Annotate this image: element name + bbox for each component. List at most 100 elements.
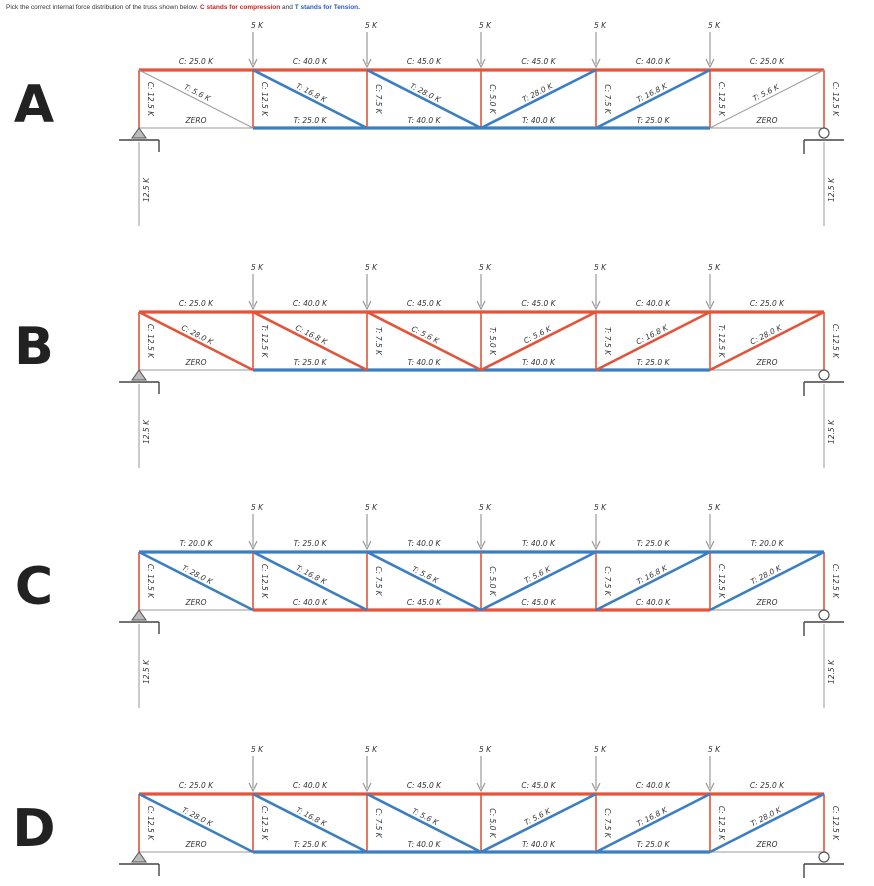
vertical-label: C: 12.5 K <box>146 324 155 359</box>
load-arrowhead <box>591 300 601 311</box>
load-arrowhead <box>362 58 372 69</box>
load-arrowhead <box>248 300 258 311</box>
load-label: 5 K <box>479 263 492 272</box>
load-label: 5 K <box>479 21 492 30</box>
top-chord-label: C: 25.0 K <box>750 299 785 308</box>
top-chord-label: C: 40.0 K <box>636 781 671 790</box>
bottom-chord-label: C: 40.0 K <box>636 598 671 607</box>
load-arrowhead <box>362 782 372 793</box>
diagonal-member <box>252 68 368 130</box>
bottom-chord-label: ZERO <box>756 358 778 367</box>
vertical-label: C: 12.5 K <box>146 806 155 841</box>
diagonal-member <box>366 792 482 854</box>
load-label: 5 K <box>594 503 607 512</box>
top-chord-label: T: 40.0 K <box>522 539 556 548</box>
diagonal-member <box>138 69 254 129</box>
load-arrowhead <box>591 540 601 551</box>
options-layer: A C: 25.0 K C: 40.0 K C: 45.0 K C: 45.0 K C: … <box>12 21 844 878</box>
option-letter: D <box>12 799 55 859</box>
bottom-chord-label: C: 45.0 K <box>521 598 556 607</box>
roller-support <box>818 127 830 139</box>
truss-option-d: D C: 25.0 K C: 40.0 K C: 45.0 K C: 45.0 K C: … <box>12 745 844 878</box>
bottom-chord-label: T: 25.0 K <box>294 116 328 125</box>
reaction-right-label: 12.5 K <box>827 177 836 202</box>
diagonal-member <box>252 550 368 612</box>
top-chord-label: C: 40.0 K <box>636 57 671 66</box>
reaction-left-label: 12.5 K <box>142 659 151 684</box>
diagonal-member <box>138 310 254 372</box>
diagonal-member <box>595 792 711 854</box>
diagonal-member <box>138 550 254 612</box>
load-arrowhead <box>705 782 715 793</box>
vertical-label: C: 12.5 K <box>146 82 155 117</box>
load-label: 5 K <box>251 21 264 30</box>
top-chord-label: C: 45.0 K <box>521 57 556 66</box>
load-label: 5 K <box>708 503 721 512</box>
load-label: 5 K <box>708 745 721 754</box>
load-label: 5 K <box>479 745 492 754</box>
option-letter: C <box>15 557 53 617</box>
vertical-label: C: 7.5 K <box>603 84 612 114</box>
load-label: 5 K <box>365 745 378 754</box>
top-chord-label: C: 25.0 K <box>179 299 214 308</box>
diagonal-member <box>595 550 711 612</box>
reaction-right-label: 12.5 K <box>827 659 836 684</box>
top-chord-label: T: 25.0 K <box>294 539 328 548</box>
option-letter: A <box>14 75 54 135</box>
bottom-chord-label: ZERO <box>185 358 207 367</box>
pin-support <box>131 369 147 381</box>
vertical-label: T: 5.0 K <box>488 327 497 356</box>
load-arrowhead <box>591 58 601 69</box>
question-text: Pick the correct internal force distribu… <box>6 4 360 11</box>
diagonal-member <box>709 792 825 854</box>
top-chord-label: C: 45.0 K <box>521 299 556 308</box>
bottom-chord-label: T: 25.0 K <box>637 358 671 367</box>
bottom-chord-label: C: 45.0 K <box>407 598 442 607</box>
load-arrowhead <box>591 782 601 793</box>
top-chord-label: C: 25.0 K <box>179 57 214 66</box>
bottom-chord-label: T: 40.0 K <box>408 840 442 849</box>
diagonal-label: T: 5.6 K <box>751 82 781 103</box>
load-label: 5 K <box>594 21 607 30</box>
vertical-label: C: 12.5 K <box>831 82 840 117</box>
vertical-label: T: 12.5 K <box>717 325 726 359</box>
question-prefix: Pick the correct internal force distribu… <box>6 4 199 11</box>
top-chord-label: T: 40.0 K <box>408 539 442 548</box>
top-chord-label: T: 20.0 K <box>180 539 214 548</box>
bottom-chord-label: T: 40.0 K <box>522 840 556 849</box>
top-chord-label: C: 40.0 K <box>636 299 671 308</box>
load-label: 5 K <box>708 21 721 30</box>
bottom-chord-label: ZERO <box>756 116 778 125</box>
bottom-chord-label: T: 40.0 K <box>408 358 442 367</box>
bottom-chord-label: T: 40.0 K <box>522 358 556 367</box>
vertical-label: C: 12.5 K <box>146 564 155 599</box>
vertical-label: C: 5.0 K <box>488 84 497 114</box>
vertical-label: C: 12.5 K <box>717 564 726 599</box>
load-label: 5 K <box>365 263 378 272</box>
bottom-chord-label: T: 25.0 K <box>637 116 671 125</box>
load-arrowhead <box>362 300 372 311</box>
load-arrowhead <box>248 782 258 793</box>
top-chord-label: C: 45.0 K <box>407 299 442 308</box>
load-label: 5 K <box>365 503 378 512</box>
diagonal-member <box>252 310 368 372</box>
diagonal-member <box>709 310 825 372</box>
bottom-chord-label: T: 25.0 K <box>637 840 671 849</box>
load-arrowhead <box>705 300 715 311</box>
diagonal-member <box>709 550 825 612</box>
vertical-label: C: 5.0 K <box>488 808 497 838</box>
load-label: 5 K <box>479 503 492 512</box>
roller-support <box>818 369 830 381</box>
option-letter: B <box>14 317 54 377</box>
top-chord-label: C: 25.0 K <box>750 57 785 66</box>
vertical-label: C: 12.5 K <box>717 806 726 841</box>
vertical-label: C: 5.0 K <box>488 566 497 596</box>
vertical-label: T: 7.5 K <box>374 327 383 356</box>
load-arrowhead <box>248 58 258 69</box>
diagonal-member <box>366 310 482 372</box>
vertical-label: C: 7.5 K <box>603 566 612 596</box>
load-label: 5 K <box>251 263 264 272</box>
diagonal-member <box>709 69 825 129</box>
bottom-chord-label: C: 40.0 K <box>293 598 328 607</box>
roller-support <box>818 609 830 621</box>
